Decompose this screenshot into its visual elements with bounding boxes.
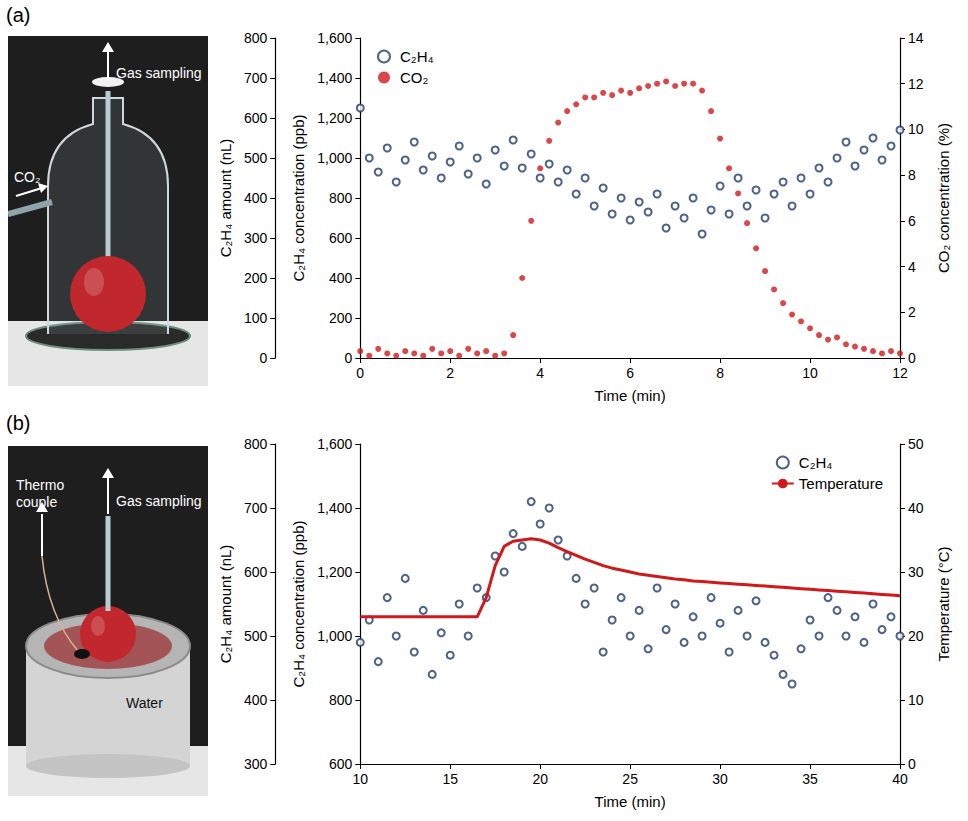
svg-text:500: 500 <box>244 628 268 644</box>
svg-text:Water: Water <box>126 695 163 711</box>
svg-text:Time (min): Time (min) <box>595 387 666 404</box>
svg-text:700: 700 <box>244 500 268 516</box>
svg-text:6: 6 <box>908 213 916 229</box>
svg-text:10: 10 <box>352 771 368 787</box>
svg-text:Gas sampling: Gas sampling <box>116 493 202 509</box>
svg-text:4: 4 <box>536 365 544 381</box>
svg-text:C₂H₄ amount (nL): C₂H₄ amount (nL) <box>217 139 234 258</box>
svg-text:800: 800 <box>244 30 268 46</box>
svg-text:600: 600 <box>244 564 268 580</box>
svg-text:0: 0 <box>908 756 916 772</box>
svg-text:1,600: 1,600 <box>317 30 352 46</box>
svg-text:40: 40 <box>908 500 924 516</box>
svg-text:2: 2 <box>908 304 916 320</box>
svg-text:Gas sampling: Gas sampling <box>116 65 202 81</box>
html-text:couple: couple <box>16 494 58 510</box>
svg-text:14: 14 <box>908 30 924 46</box>
svg-text:12: 12 <box>908 76 924 92</box>
svg-text:200: 200 <box>329 310 353 326</box>
svg-text:300: 300 <box>244 230 268 246</box>
svg-text:600: 600 <box>329 756 353 772</box>
svg-text:50: 50 <box>908 436 924 452</box>
svg-text:1,000: 1,000 <box>317 150 352 166</box>
svg-text:10: 10 <box>908 121 924 137</box>
svg-text:0: 0 <box>356 365 364 381</box>
svg-text:800: 800 <box>244 436 268 452</box>
svg-text:1,200: 1,200 <box>317 110 352 126</box>
svg-text:200: 200 <box>244 270 268 286</box>
svg-text:C₂H₄: C₂H₄ <box>799 454 833 471</box>
svg-text:12: 12 <box>892 365 908 381</box>
svg-text:Temperature (°C): Temperature (°C) <box>935 546 952 661</box>
svg-text:1,000: 1,000 <box>317 628 352 644</box>
svg-text:0: 0 <box>908 350 916 366</box>
svg-text:20: 20 <box>908 628 924 644</box>
svg-text:0: 0 <box>259 350 267 366</box>
svg-text:100: 100 <box>244 310 268 326</box>
svg-text:CO₂: CO₂ <box>14 169 40 185</box>
svg-text:700: 700 <box>244 70 268 86</box>
svg-text:C₂H₄: C₂H₄ <box>400 48 434 65</box>
svg-text:15: 15 <box>442 771 458 787</box>
svg-text:8: 8 <box>908 167 916 183</box>
svg-text:400: 400 <box>244 692 268 708</box>
svg-text:600: 600 <box>244 110 268 126</box>
svg-text:800: 800 <box>329 190 353 206</box>
svg-text:10: 10 <box>802 365 818 381</box>
svg-text:C₂H₄ concentration (ppb): C₂H₄ concentration (ppb) <box>290 520 307 687</box>
svg-text:35: 35 <box>802 771 818 787</box>
svg-text:30: 30 <box>908 564 924 580</box>
svg-text:4: 4 <box>908 259 916 275</box>
svg-text:300: 300 <box>244 756 268 772</box>
svg-text:1,400: 1,400 <box>317 500 352 516</box>
svg-text:1,600: 1,600 <box>317 436 352 452</box>
svg-text:CO₂ concentration (%): CO₂ concentration (%) <box>935 123 952 273</box>
svg-text:6: 6 <box>626 365 634 381</box>
svg-text:Temperature: Temperature <box>799 475 883 492</box>
svg-text:10: 10 <box>908 692 924 708</box>
svg-text:1,400: 1,400 <box>317 70 352 86</box>
svg-text:500: 500 <box>244 150 268 166</box>
html-text:Thermo: Thermo <box>16 477 65 493</box>
svg-text:Time (min): Time (min) <box>595 793 666 810</box>
svg-text:25: 25 <box>622 771 638 787</box>
svg-text:20: 20 <box>532 771 548 787</box>
svg-text:C₂H₄ concentration (ppb): C₂H₄ concentration (ppb) <box>290 114 307 281</box>
svg-text:8: 8 <box>716 365 724 381</box>
svg-text:800: 800 <box>329 692 353 708</box>
svg-text:30: 30 <box>712 771 728 787</box>
html-text:(b): (b) <box>6 412 31 434</box>
svg-text:C₂H₄ amount (nL): C₂H₄ amount (nL) <box>217 545 234 664</box>
html-text:(a): (a) <box>6 4 31 26</box>
svg-text:0: 0 <box>344 350 352 366</box>
svg-text:40: 40 <box>892 771 908 787</box>
svg-text:2: 2 <box>446 365 454 381</box>
svg-text:600: 600 <box>329 230 353 246</box>
svg-text:400: 400 <box>329 270 353 286</box>
svg-text:CO₂: CO₂ <box>400 69 429 86</box>
svg-text:1,200: 1,200 <box>317 564 352 580</box>
svg-text:400: 400 <box>244 190 268 206</box>
